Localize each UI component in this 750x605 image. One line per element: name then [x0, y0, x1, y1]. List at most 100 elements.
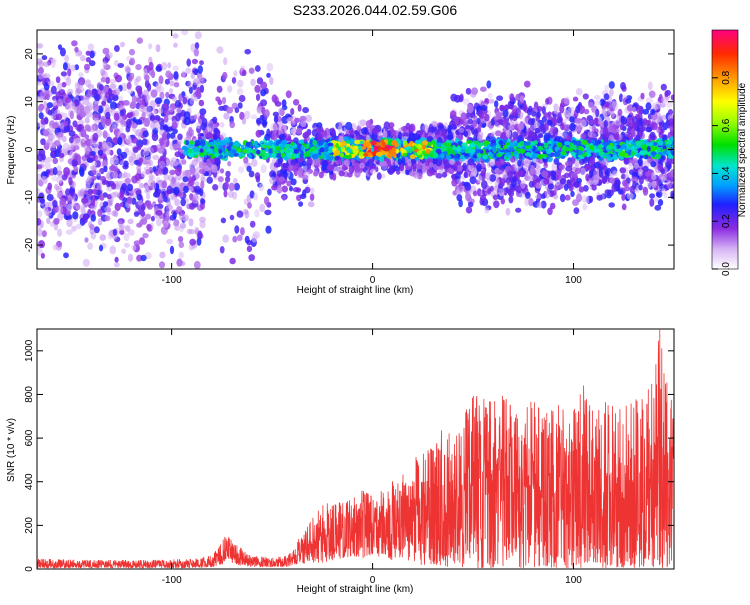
spectrogram-cell	[246, 245, 253, 253]
spectrogram-cell	[227, 161, 232, 167]
spectrogram-cell	[57, 228, 63, 237]
spectrogram-cell	[606, 105, 612, 114]
spectrogram-cell	[524, 197, 529, 207]
spectrogram-cell	[78, 72, 84, 78]
spectrogram-cell	[133, 240, 141, 246]
spectrogram-cell	[529, 124, 535, 133]
spectrogram-cell	[114, 45, 120, 52]
spectrogram-cell	[69, 150, 75, 160]
spectrogram-ridge-cell	[280, 152, 285, 158]
spectrogram-cell	[140, 254, 147, 262]
spectrogram-cell	[518, 192, 525, 198]
spectrogram-ridge-cell	[514, 142, 519, 147]
spectrogram-cell	[585, 173, 590, 182]
spectrogram-cell	[131, 244, 137, 251]
spectrogram-cell	[608, 81, 615, 89]
spectrogram-cell	[603, 120, 609, 129]
spectrogram-cell	[538, 125, 545, 132]
spectrogram-cell	[194, 89, 201, 99]
spectrogram-cell	[301, 174, 309, 180]
spectrogram-cell	[143, 118, 150, 127]
spectrogram-cell	[583, 108, 590, 115]
spectrogram-cell	[177, 133, 183, 141]
spectrogram-cell	[645, 102, 652, 111]
spectrogram-cell	[509, 93, 515, 103]
spectrogram-cell	[596, 194, 603, 201]
spectrogram-cell	[150, 89, 158, 98]
spectrogram-cell	[575, 105, 581, 114]
spectrogram-cell	[167, 114, 173, 120]
spectrogram-cell	[191, 159, 198, 167]
spectrogram-cell	[169, 169, 176, 175]
spectrogram-cell	[237, 102, 243, 109]
spectrogram-cell	[92, 169, 97, 175]
spectrogram-cell	[666, 179, 672, 189]
spectrogram-cell	[661, 188, 667, 195]
spectrogram-cell	[57, 212, 64, 221]
spectrogram-cell	[553, 158, 560, 165]
spectrogram-cell	[77, 50, 83, 56]
spectrogram-cell	[188, 86, 193, 94]
spectrogram-cell	[467, 104, 474, 114]
spectrogram-cell	[255, 175, 261, 183]
spectrogram-cell	[380, 160, 388, 170]
spectrogram-cell	[316, 122, 323, 128]
spectrogram-ridge-cell	[556, 142, 563, 148]
spectrogram-cell	[524, 172, 529, 180]
spectrogram-cell	[190, 167, 196, 176]
spectrogram-cell	[387, 167, 395, 175]
spectrogram-cell	[124, 242, 130, 248]
spectrogram-cell	[102, 179, 109, 185]
spectrogram-cell	[108, 93, 116, 101]
spectrogram-cell	[496, 95, 504, 101]
spectrogram-cell	[637, 168, 643, 177]
spectrogram-cell	[206, 176, 213, 184]
spectrogram-cell	[85, 79, 92, 88]
spectrogram-cell	[250, 78, 256, 87]
spectrogram-ridge-cell	[218, 154, 223, 160]
spectrogram-cell	[495, 169, 503, 175]
spectrogram-cell	[47, 182, 53, 191]
spectrogram-cell	[278, 107, 283, 116]
spectrogram-cell	[155, 65, 163, 72]
spectrogram-cell	[489, 174, 497, 182]
spectrogram-cell	[55, 76, 61, 84]
spectrogram-ridge-cell	[575, 140, 583, 147]
spectrogram-cell	[669, 125, 674, 134]
spectrogram-cell	[666, 100, 673, 108]
spectrogram-cell	[240, 227, 245, 236]
spectrogram-cell	[399, 163, 405, 172]
spectrogram-cell	[197, 230, 203, 240]
spectrogram-cell	[315, 126, 322, 133]
spectrogram-cell	[223, 57, 228, 66]
spectrogram-cell	[148, 173, 154, 181]
spectrogram-cell	[250, 114, 258, 120]
spectrogram-cell	[495, 114, 500, 121]
spectrogram-cell	[528, 130, 534, 136]
spectrogram-cell	[332, 172, 337, 181]
spectrogram-cell	[65, 229, 73, 235]
spectrogram-cell	[52, 200, 58, 208]
spectrogram-cell	[165, 210, 171, 217]
spectrogram-cell	[68, 176, 73, 186]
spectrogram-cell	[524, 159, 532, 165]
spectrogram-ridge-cell	[454, 153, 459, 159]
spectrogram-cell	[612, 170, 618, 177]
spectrogram-cell	[657, 199, 664, 206]
spectrogram-cell	[547, 183, 555, 190]
spectrogram-cell	[224, 181, 229, 190]
spectrogram-cell	[171, 121, 178, 130]
spectrogram-cell	[282, 162, 289, 169]
spectrogram-cell	[318, 171, 324, 179]
spectrogram-cell	[166, 189, 173, 195]
spectrogram-cell	[656, 114, 663, 123]
spectrogram-cell	[180, 198, 186, 207]
spectrogram-cell	[62, 62, 68, 71]
spectrogram-cell	[498, 158, 506, 166]
spectrogram-cell	[541, 106, 546, 115]
spectrogram-cell	[194, 96, 199, 102]
spectrogram-cell	[650, 161, 657, 168]
spectrogram-cell	[520, 180, 526, 189]
spectrogram-ridge-cell	[478, 142, 485, 147]
